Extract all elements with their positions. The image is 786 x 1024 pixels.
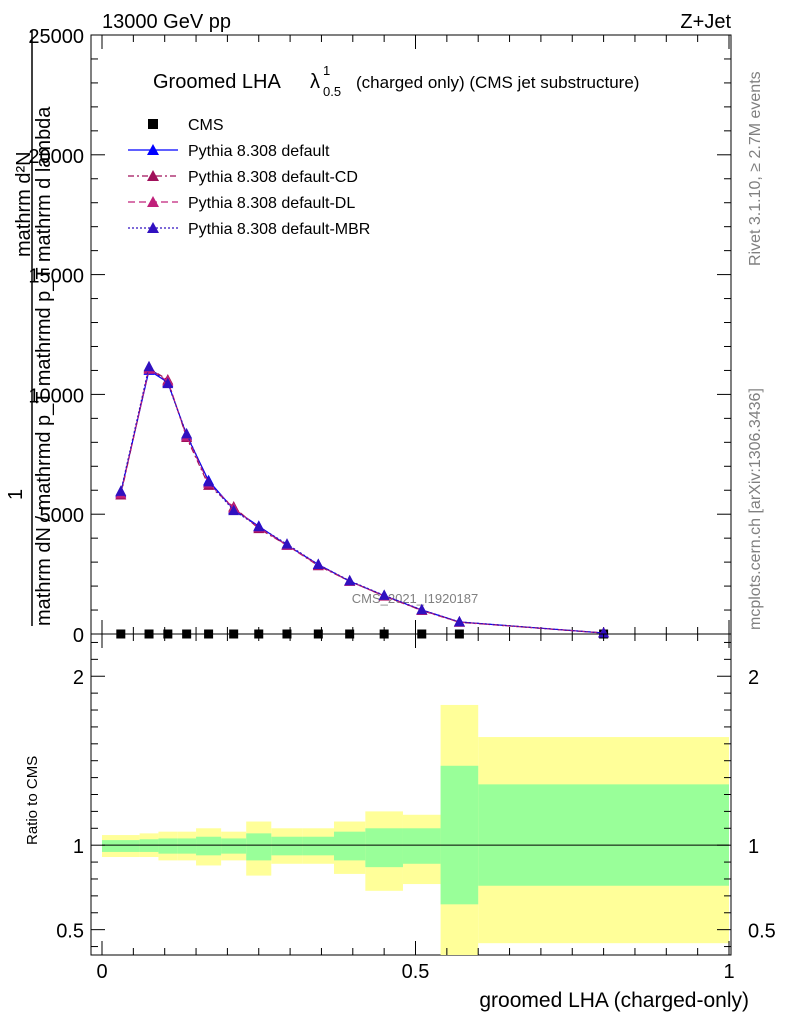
series-marker bbox=[228, 504, 240, 516]
series-marker bbox=[453, 615, 465, 627]
series-marker bbox=[598, 627, 610, 638]
legend-marker bbox=[147, 196, 159, 207]
ratio-band-inner bbox=[478, 784, 729, 886]
ratio-band-inner bbox=[333, 831, 366, 861]
watermark: CMS_2021_I1920187 bbox=[352, 591, 479, 606]
legend: CMS Pythia 8.308 default Pythia 8.308 defa… bbox=[128, 117, 370, 238]
ratio-y-tick-label: 2 bbox=[73, 667, 84, 689]
mcplots-label: mcplots.cern.ch [arXiv:1306.3436] bbox=[747, 388, 764, 630]
ratio-y-tick-label: 1 bbox=[73, 836, 84, 858]
ratio-band-inner bbox=[221, 838, 247, 854]
x-tick-label: 0 bbox=[96, 961, 107, 983]
series-marker bbox=[281, 538, 293, 549]
legend-marker-cms bbox=[148, 119, 158, 129]
legend-label: Pythia 8.308 default-DL bbox=[188, 195, 355, 212]
ratio-y-label: Ratio to CMS bbox=[24, 756, 41, 845]
header-left-label: 13000 GeV pp bbox=[102, 11, 231, 33]
title-main: Groomed LHA bbox=[153, 71, 281, 93]
main-y-tick-label: 20000 bbox=[28, 146, 84, 168]
series-marker bbox=[416, 603, 428, 615]
ratio-band-inner bbox=[102, 840, 140, 852]
ratio-band-inner bbox=[196, 836, 222, 856]
main-plot-frame bbox=[90, 34, 732, 635]
main-y-label-denominator: mathrm dN / mathrmd p_T mathrmd p_T math… bbox=[33, 106, 55, 626]
main-y-tick-label: 5000 bbox=[40, 505, 85, 527]
title-sub: 0.5 bbox=[323, 84, 341, 99]
legend-label: CMS bbox=[188, 117, 224, 134]
ratio-band-inner bbox=[271, 836, 303, 856]
ratio-ticks: 0.5 0.5 1 1 2 2 0 0.5 1 bbox=[56, 634, 776, 983]
x-tick-label: 1 bbox=[723, 961, 734, 983]
main-y-tick-label: 15000 bbox=[28, 266, 84, 288]
series-marker bbox=[344, 574, 356, 586]
series-marker bbox=[378, 589, 390, 600]
legend-marker bbox=[147, 144, 159, 155]
series-marker bbox=[143, 360, 155, 372]
ratio-band-inner bbox=[177, 838, 197, 854]
series-line bbox=[120, 367, 604, 634]
ratio-band-inner bbox=[158, 838, 178, 854]
series-line bbox=[120, 365, 604, 634]
x-axis-label: groomed LHA (charged-only) bbox=[479, 989, 749, 1012]
ratio-band-inner bbox=[302, 836, 334, 856]
title-rest: (charged only) (CMS jet substructure) bbox=[356, 73, 639, 92]
series-marker bbox=[181, 427, 193, 439]
plot-title: Groomed LHA λ 1 0.5 (charged only) (CMS … bbox=[153, 63, 639, 99]
legend-label: Pythia 8.308 default bbox=[188, 143, 330, 160]
ratio-band-inner bbox=[246, 833, 272, 861]
ratio-y-tick-label-right: 1 bbox=[748, 836, 759, 858]
ratio-y-tick-label-right: 0.5 bbox=[748, 921, 776, 943]
rivet-label: Rivet 3.1.10, ≥ 2.7M events bbox=[747, 71, 764, 266]
ratio-band-inner bbox=[365, 828, 403, 868]
series-marker bbox=[312, 558, 324, 569]
main-y-ticks: 0 5000 10000 15000 20000 25000 bbox=[28, 26, 731, 647]
series-marker bbox=[115, 485, 127, 496]
ratio-bands bbox=[102, 704, 729, 955]
main-y-label: mathrm d²N 1 mathrm dN / mathrmd p_T mat… bbox=[5, 30, 55, 626]
main-y-tick-label: 10000 bbox=[28, 385, 84, 407]
series-marker bbox=[253, 520, 265, 532]
ratio-band-inner bbox=[402, 828, 441, 864]
legend-marker bbox=[147, 222, 159, 233]
main-y-tick-label: 0 bbox=[73, 625, 84, 647]
main-y-tick-label: 25000 bbox=[28, 26, 84, 48]
title-lambda: λ bbox=[310, 71, 320, 93]
ratio-y-tick-label: 0.5 bbox=[56, 921, 84, 943]
main-y-label-overlap: mathrm d²N bbox=[13, 151, 35, 257]
legend-marker bbox=[147, 170, 159, 181]
ratio-band-inner bbox=[440, 765, 479, 905]
ratio-y-tick-label-right: 2 bbox=[748, 667, 759, 689]
header-right-label: Z+Jet bbox=[680, 11, 731, 33]
main-y-label-numerator: 1 bbox=[5, 489, 27, 500]
legend-label: Pythia 8.308 default-CD bbox=[188, 169, 358, 186]
legend-label: Pythia 8.308 default-MBR bbox=[188, 221, 370, 238]
series-marker bbox=[203, 475, 215, 487]
x-tick-label: 0.5 bbox=[402, 961, 430, 983]
title-sup: 1 bbox=[323, 63, 330, 78]
series-marker bbox=[162, 377, 174, 389]
